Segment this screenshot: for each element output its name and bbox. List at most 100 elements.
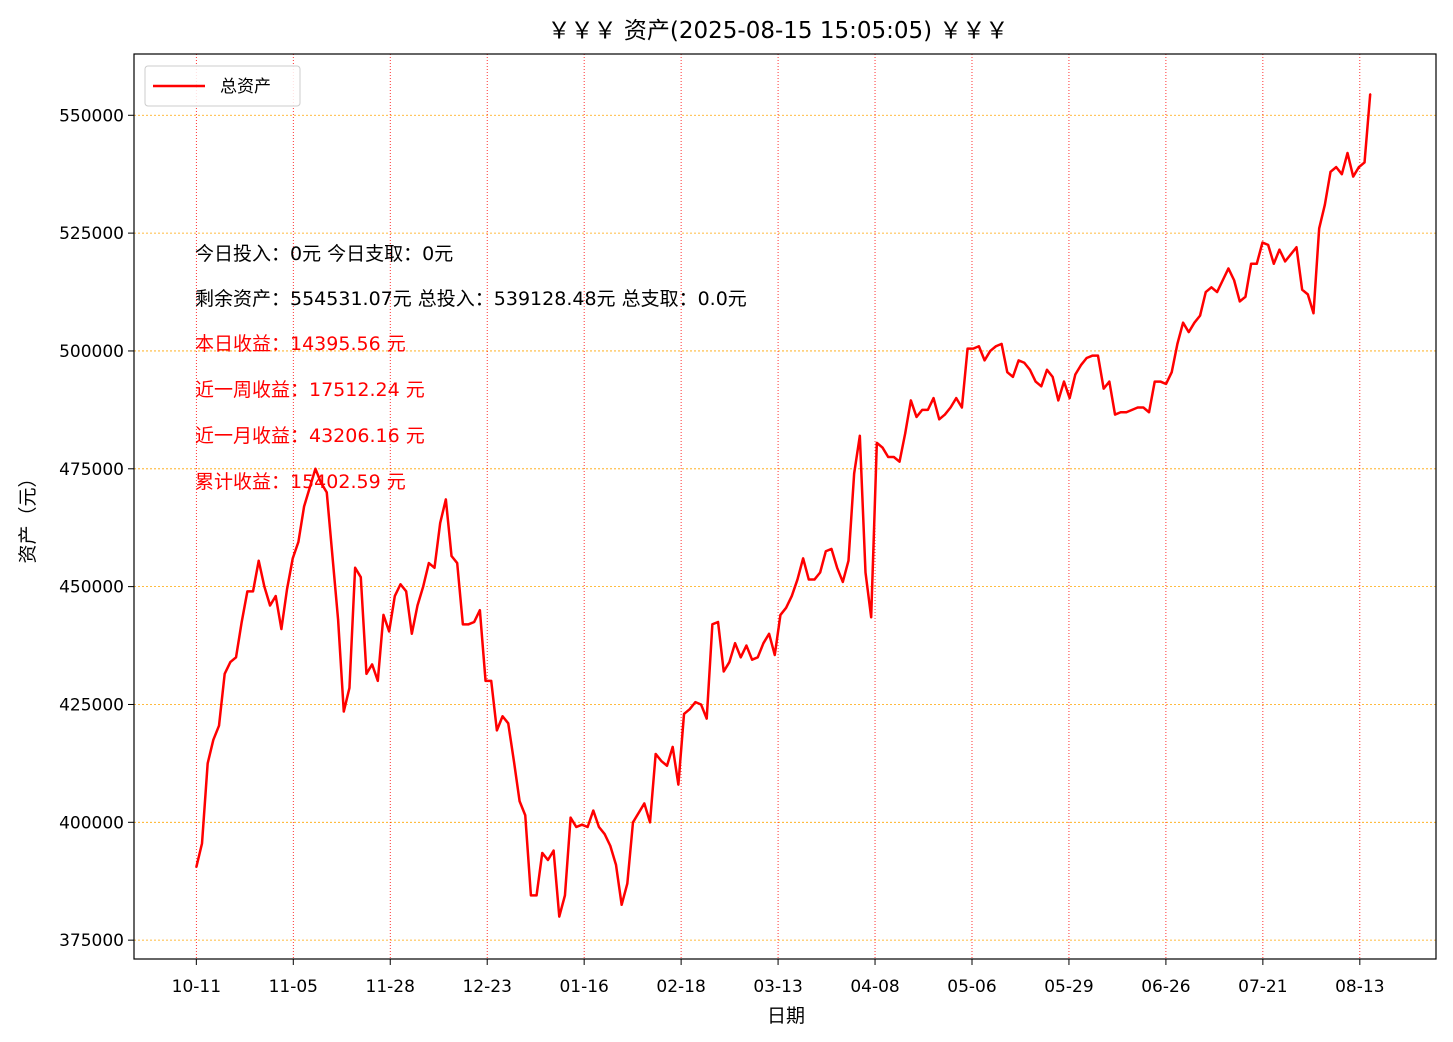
x-tick-label: 04-08 <box>850 977 899 997</box>
data-point <box>1125 411 1128 414</box>
annotation-today-flow: 今日投入：0元 今日支取：0元 <box>195 243 453 265</box>
data-point <box>660 760 663 763</box>
data-point <box>762 642 765 645</box>
data-point <box>1227 267 1230 270</box>
legend-box <box>144 65 301 107</box>
data-point <box>1329 170 1332 173</box>
data-point <box>790 595 793 598</box>
data-point <box>858 434 861 437</box>
data-point <box>201 842 203 845</box>
data-point <box>904 432 907 435</box>
data-point <box>932 397 935 400</box>
data-point <box>807 578 810 581</box>
x-tick-label: 08-13 <box>1335 977 1384 997</box>
data-point <box>1045 368 1048 371</box>
data-point <box>802 557 805 560</box>
data-point <box>1255 262 1258 265</box>
data-point <box>870 616 873 619</box>
data-point <box>813 578 816 581</box>
data-point <box>558 915 561 918</box>
data-point <box>1102 387 1105 390</box>
data-point <box>960 406 963 409</box>
data-point <box>552 849 555 852</box>
data-point <box>1210 286 1213 289</box>
data-point <box>1023 361 1026 364</box>
data-point <box>1159 380 1162 383</box>
data-point <box>1028 368 1031 371</box>
data-point <box>274 595 277 598</box>
x-tick-label: 12-23 <box>462 977 511 997</box>
data-point <box>779 613 782 616</box>
data-point <box>989 349 992 352</box>
data-point <box>382 613 385 616</box>
data-point <box>631 821 634 824</box>
data-point <box>609 844 612 847</box>
data-point <box>535 894 538 897</box>
data-point <box>1006 371 1009 374</box>
data-point <box>342 710 345 713</box>
data-point <box>1040 385 1043 388</box>
data-point <box>218 724 221 727</box>
data-point <box>575 826 578 829</box>
data-point <box>711 623 714 626</box>
data-point <box>1091 354 1094 357</box>
x-tick-label: 02-18 <box>656 977 705 997</box>
data-point <box>1357 166 1360 169</box>
data-point <box>1057 399 1060 402</box>
data-point <box>399 583 402 586</box>
data-point <box>563 894 566 897</box>
data-point <box>1153 380 1156 383</box>
data-point <box>320 481 323 484</box>
data-point <box>257 559 260 562</box>
data-point <box>785 606 788 609</box>
data-point <box>688 708 691 711</box>
data-point <box>773 653 776 656</box>
data-point <box>1136 406 1139 409</box>
data-point <box>1267 243 1270 246</box>
x-tick-label: 05-06 <box>947 977 996 997</box>
data-point <box>212 738 215 741</box>
data-point <box>1335 166 1338 169</box>
annotation-today-profit: 本日收益：14395.56 元 <box>195 333 406 355</box>
x-tick-label: 03-13 <box>753 977 802 997</box>
data-point <box>1034 380 1037 383</box>
y-tick-label: 375000 <box>59 931 124 951</box>
data-point <box>1119 411 1122 414</box>
data-point <box>410 632 413 635</box>
data-point <box>734 642 737 645</box>
x-tick-label: 11-28 <box>366 977 415 997</box>
data-point <box>1238 300 1241 303</box>
data-point <box>427 562 430 565</box>
data-point <box>1011 375 1014 378</box>
x-tick-label: 01-16 <box>559 977 608 997</box>
data-point <box>745 644 748 647</box>
data-point <box>524 814 527 817</box>
x-tick-label: 10-11 <box>172 977 221 997</box>
y-axis-title: 资产（元） <box>17 468 39 563</box>
data-point <box>853 472 856 475</box>
data-point <box>422 585 425 588</box>
data-point <box>875 441 878 444</box>
data-point <box>507 722 510 725</box>
data-point <box>1193 321 1196 324</box>
data-point <box>1250 262 1253 265</box>
data-point <box>512 760 515 763</box>
gridlines <box>134 54 1436 959</box>
y-tick-label: 475000 <box>59 460 124 480</box>
data-point <box>864 571 867 574</box>
y-tick-label: 525000 <box>59 224 124 244</box>
data-point <box>331 554 334 557</box>
chart-title: ￥￥￥ 资产(2025-08-15 15:05:05) ￥￥￥ <box>548 18 1009 44</box>
data-point <box>1312 312 1315 315</box>
data-point <box>620 903 623 906</box>
data-point <box>898 460 901 463</box>
legend-label: 总资产 <box>220 77 271 97</box>
data-point <box>649 821 651 824</box>
data-point <box>439 522 442 524</box>
data-point <box>1352 175 1355 178</box>
data-point <box>1318 227 1321 230</box>
data-point <box>1097 354 1099 357</box>
data-point <box>359 576 362 579</box>
data-point <box>1199 314 1202 317</box>
